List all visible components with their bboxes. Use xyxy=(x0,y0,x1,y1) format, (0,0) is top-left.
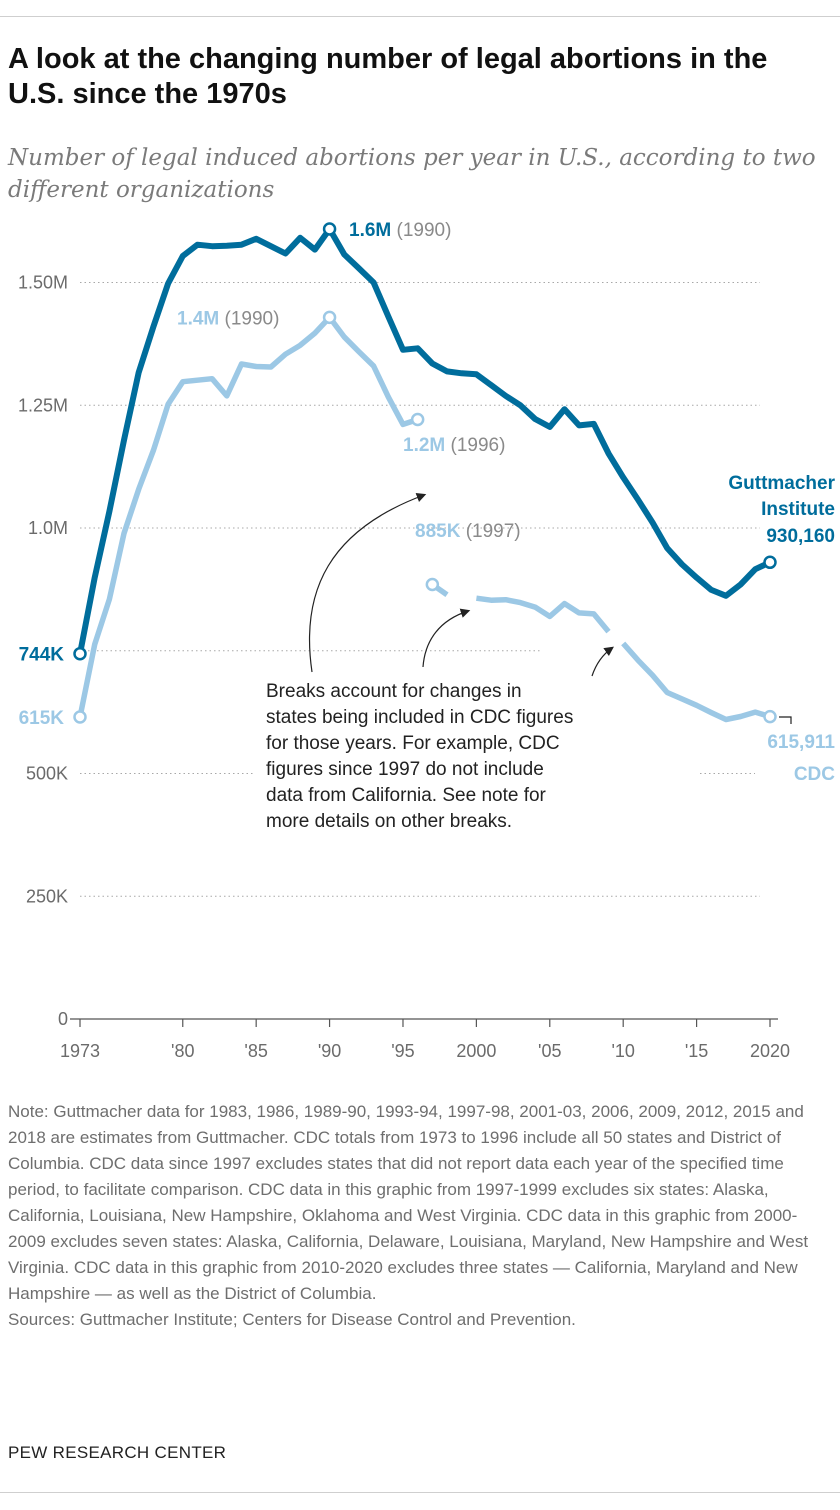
arrow-to-1996-break xyxy=(308,493,427,673)
label-cdc-2020: 615,911 xyxy=(767,732,835,753)
gridlines xyxy=(80,282,760,897)
label-guttmacher-1973: 744K xyxy=(19,645,65,666)
point-year-label: (1990) xyxy=(397,220,452,241)
point-value-label: 615K xyxy=(19,708,65,729)
point-marker xyxy=(73,710,87,724)
point-marker xyxy=(425,577,440,592)
guttmacher-series-name: Guttmacher xyxy=(728,473,835,494)
annotation: Breaks account for changes in states bein… xyxy=(266,493,614,832)
x-tick-label: '15 xyxy=(685,1041,708,1061)
chart-title: A look at the changing number of legal a… xyxy=(8,43,768,110)
label-cdc-1973: 615K xyxy=(19,708,65,729)
point-marker xyxy=(73,646,87,661)
point-value-label: 1.4M xyxy=(177,308,219,329)
x-tick-label: '90 xyxy=(318,1041,341,1061)
series-line-guttmacher-segment-0 xyxy=(77,226,772,655)
point-marker xyxy=(763,555,777,570)
series-lines xyxy=(73,222,777,724)
series-line-cdc-segment-0 xyxy=(77,314,419,718)
y-tick-label: 0 xyxy=(58,1009,68,1029)
point-marker xyxy=(410,412,425,427)
x-tick-label: 2000 xyxy=(456,1041,496,1061)
top-rule xyxy=(0,16,840,17)
series-line-cdc-segment-3 xyxy=(621,641,771,723)
annotation-line: states being included in CDC figures xyxy=(266,707,573,728)
label-guttmacher-1990: 1.6M (1990) xyxy=(349,220,451,241)
x-tick-label: '10 xyxy=(611,1041,634,1061)
label-cdc-1990: 1.4M (1990) xyxy=(177,308,279,329)
guttmacher-series-name: Institute xyxy=(761,499,835,520)
point-year-label: (1996) xyxy=(451,435,506,456)
axes: 0 250K 500K 1.0M 1.25M 1.50M 1973 '80 '85 '90 '95 2… xyxy=(18,273,790,1062)
cdc-end-connector xyxy=(779,716,792,724)
annotation-line: more details on other breaks. xyxy=(266,811,512,832)
y-tick-label: 1.25M xyxy=(18,395,68,415)
point-value-label: 1.2M xyxy=(403,435,445,456)
x-tick-label: '80 xyxy=(171,1041,194,1061)
arrow-to-2009-break xyxy=(591,646,614,677)
label-cdc-1997: 885K (1997) xyxy=(415,521,521,542)
point-marker xyxy=(322,310,337,325)
annotation-line: for those years. For example, CDC xyxy=(266,733,560,754)
annotation-line: Breaks account for changes in xyxy=(266,681,522,702)
bottom-rule xyxy=(0,1492,840,1493)
x-tick-label: 2020 xyxy=(750,1041,790,1061)
point-value-label: 744K xyxy=(19,645,65,666)
label-guttmacher-2020: 930,160 xyxy=(766,526,835,547)
cdc-series-name: CDC xyxy=(794,764,835,785)
annotation-line: figures since 1997 do not include xyxy=(266,759,544,780)
point-value-label: 885K xyxy=(415,521,461,542)
chart-subtitle: Number of legal induced abortions per ye… xyxy=(8,145,816,203)
x-tick-label: 1973 xyxy=(60,1041,100,1061)
chart-note: Note: Guttmacher data for 1983, 1986, 19… xyxy=(8,1099,834,1333)
abortions-line-chart: 0 250K 500K 1.0M 1.25M 1.50M 1973 '80 '85 '90 '95 2… xyxy=(18,220,836,1062)
point-marker xyxy=(322,222,337,236)
footer-brand: PEW RESEARCH CENTER xyxy=(8,1443,227,1462)
point-year-label: (1997) xyxy=(466,521,521,542)
y-tick-label: 500K xyxy=(26,764,68,784)
break-annotation-text: Breaks account for changes in states bein… xyxy=(266,681,573,832)
note-text: Note: Guttmacher data for 1983, 1986, 19… xyxy=(8,1102,809,1303)
y-tick-label: 1.50M xyxy=(18,273,68,293)
label-cdc-1996: 1.2M (1996) xyxy=(403,435,505,456)
series-line-cdc-segment-2 xyxy=(476,595,611,634)
point-value-label: 1.6M xyxy=(349,220,391,241)
annotation-line: data from California. See note for xyxy=(266,785,547,806)
point-year-label: (1990) xyxy=(225,308,280,329)
point-marker xyxy=(763,709,777,724)
x-tick-label: '95 xyxy=(391,1041,414,1061)
y-tick-label: 250K xyxy=(26,886,68,906)
x-tick-label: '85 xyxy=(244,1041,267,1061)
sources-text: Sources: Guttmacher Institute; Centers f… xyxy=(8,1310,576,1329)
arrow-to-1999-break xyxy=(422,608,471,668)
x-tick-label: '05 xyxy=(538,1041,561,1061)
y-tick-label: 1.0M xyxy=(28,518,68,538)
